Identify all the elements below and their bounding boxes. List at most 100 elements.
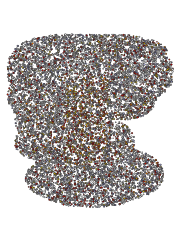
Circle shape — [31, 112, 33, 113]
Circle shape — [134, 117, 135, 119]
Circle shape — [31, 153, 33, 154]
Circle shape — [25, 131, 26, 132]
Circle shape — [71, 118, 72, 120]
Circle shape — [92, 190, 94, 192]
Circle shape — [127, 112, 128, 113]
Circle shape — [126, 63, 127, 64]
Circle shape — [65, 185, 66, 186]
Circle shape — [67, 144, 69, 145]
Circle shape — [54, 116, 55, 117]
Circle shape — [144, 78, 145, 79]
Circle shape — [19, 124, 20, 126]
Circle shape — [73, 122, 74, 123]
Circle shape — [104, 162, 105, 164]
Circle shape — [82, 135, 83, 136]
Circle shape — [88, 78, 89, 79]
Circle shape — [92, 101, 94, 102]
Circle shape — [66, 64, 67, 65]
Circle shape — [71, 186, 72, 187]
Circle shape — [31, 84, 32, 85]
Circle shape — [100, 119, 101, 121]
Circle shape — [141, 179, 142, 180]
Circle shape — [43, 174, 44, 175]
Circle shape — [71, 184, 73, 186]
Circle shape — [122, 95, 123, 96]
Circle shape — [105, 196, 106, 197]
Circle shape — [99, 134, 100, 135]
Circle shape — [36, 118, 37, 119]
Circle shape — [91, 184, 92, 185]
Circle shape — [124, 124, 125, 126]
Circle shape — [63, 143, 64, 144]
Circle shape — [94, 96, 95, 98]
Circle shape — [125, 44, 127, 46]
Circle shape — [25, 94, 26, 95]
Circle shape — [74, 44, 75, 45]
Circle shape — [127, 159, 128, 161]
Circle shape — [74, 128, 76, 130]
Circle shape — [55, 60, 56, 61]
Circle shape — [162, 177, 163, 178]
Circle shape — [73, 176, 74, 177]
Circle shape — [31, 40, 32, 41]
Circle shape — [152, 174, 154, 175]
Circle shape — [86, 127, 87, 129]
Circle shape — [87, 107, 88, 108]
Circle shape — [99, 51, 100, 52]
Circle shape — [14, 62, 15, 63]
Circle shape — [76, 133, 77, 134]
Circle shape — [107, 171, 108, 172]
Circle shape — [84, 96, 85, 98]
Circle shape — [33, 71, 35, 72]
Circle shape — [65, 161, 66, 162]
Circle shape — [69, 65, 70, 66]
Circle shape — [127, 55, 129, 57]
Circle shape — [147, 166, 149, 168]
Circle shape — [72, 145, 74, 147]
Circle shape — [102, 111, 103, 112]
Circle shape — [57, 68, 59, 70]
Circle shape — [120, 101, 121, 102]
Circle shape — [128, 35, 129, 36]
Circle shape — [61, 108, 62, 110]
Circle shape — [105, 199, 106, 200]
Circle shape — [28, 173, 29, 174]
Circle shape — [90, 195, 91, 196]
Circle shape — [105, 72, 106, 74]
Circle shape — [130, 80, 131, 81]
Circle shape — [134, 76, 135, 78]
Circle shape — [70, 146, 71, 147]
Circle shape — [11, 83, 13, 84]
Circle shape — [81, 182, 83, 183]
Circle shape — [96, 70, 97, 72]
Circle shape — [16, 78, 17, 79]
Circle shape — [75, 106, 76, 107]
Circle shape — [125, 141, 127, 143]
Circle shape — [149, 180, 150, 182]
Circle shape — [105, 126, 106, 128]
Circle shape — [54, 78, 56, 79]
Circle shape — [49, 142, 50, 144]
Circle shape — [83, 79, 85, 80]
Circle shape — [50, 80, 51, 81]
Circle shape — [43, 102, 44, 103]
Circle shape — [73, 134, 74, 136]
Circle shape — [75, 198, 76, 199]
Circle shape — [125, 38, 126, 40]
Circle shape — [131, 160, 132, 162]
Circle shape — [126, 99, 127, 100]
Circle shape — [100, 61, 101, 62]
Circle shape — [22, 144, 23, 145]
Circle shape — [107, 90, 108, 91]
Circle shape — [157, 164, 158, 166]
Circle shape — [106, 100, 107, 101]
Circle shape — [52, 181, 53, 182]
Circle shape — [35, 150, 37, 151]
Circle shape — [137, 151, 138, 153]
Circle shape — [113, 168, 114, 169]
Circle shape — [129, 167, 130, 169]
Circle shape — [44, 86, 45, 87]
Circle shape — [11, 63, 12, 64]
Circle shape — [58, 109, 59, 110]
Circle shape — [84, 54, 85, 55]
